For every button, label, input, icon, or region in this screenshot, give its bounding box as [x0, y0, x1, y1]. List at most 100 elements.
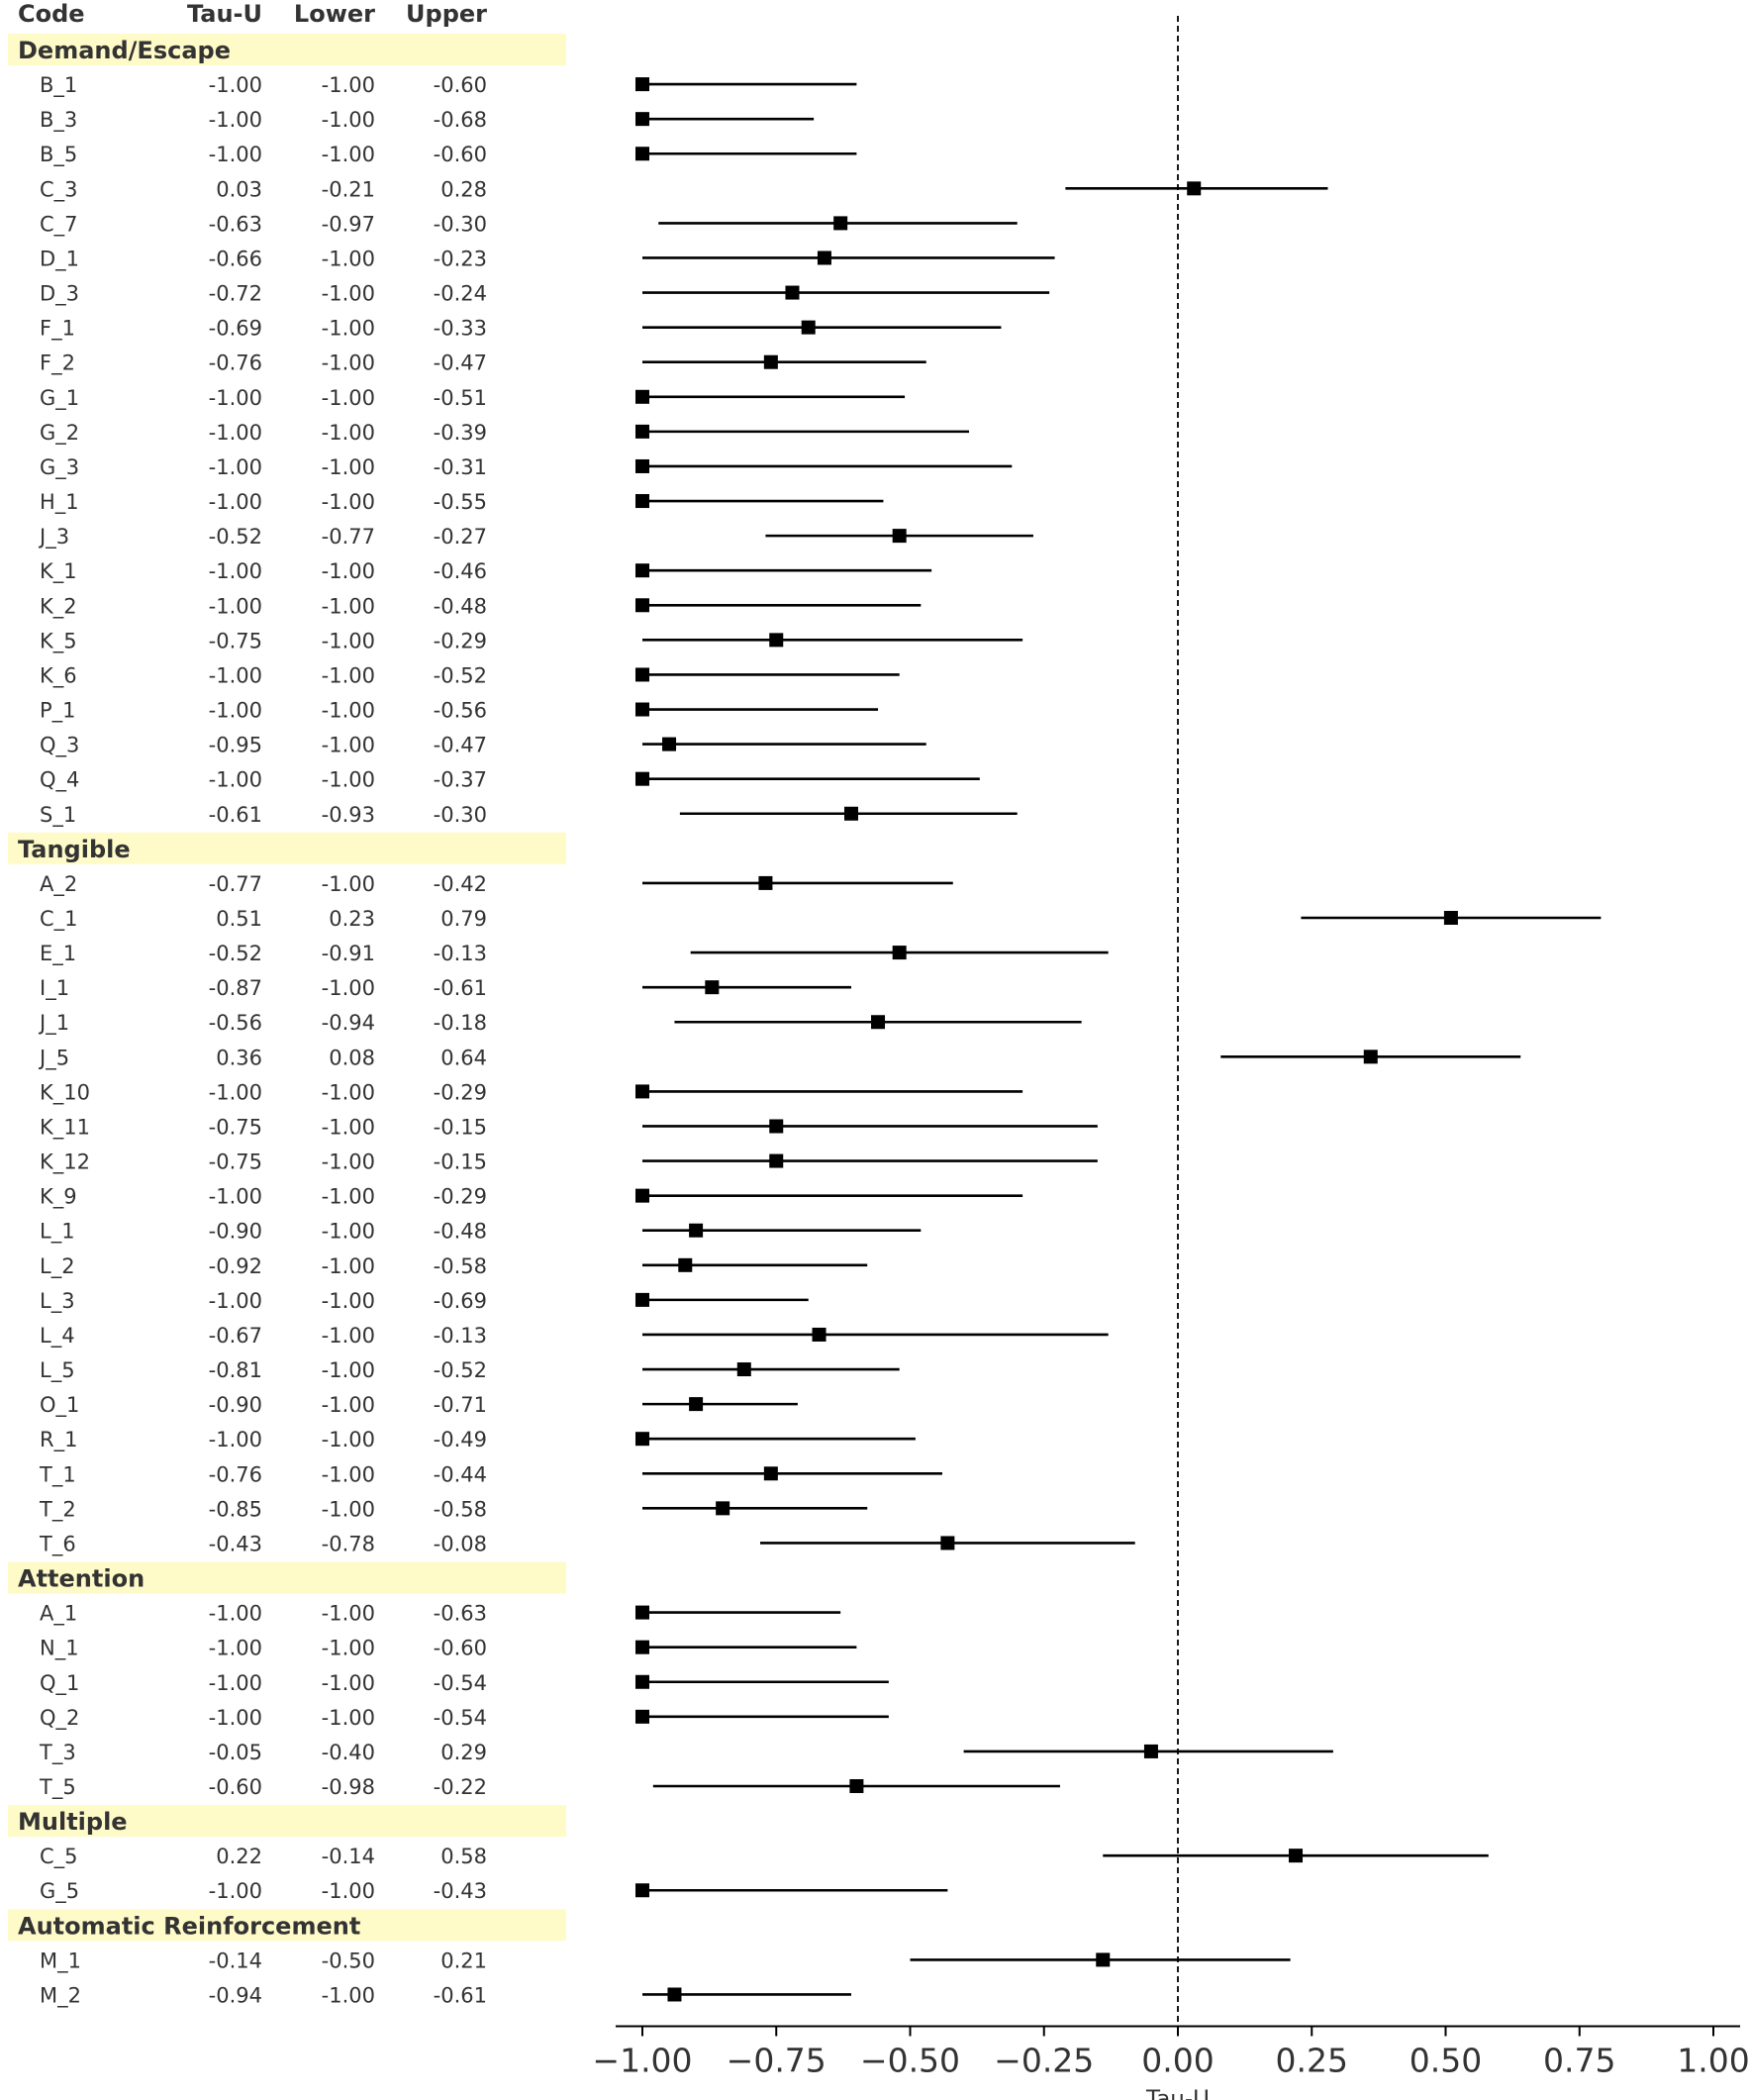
interval-marks [635, 16, 1602, 2027]
row-lower: -1.00 [322, 1602, 375, 1626]
row-tau-u: -0.05 [209, 1741, 262, 1764]
x-tick-label: −0.25 [994, 2041, 1094, 2079]
point-marker [763, 1466, 778, 1481]
row-upper: 0.58 [440, 1845, 487, 1868]
point-marker [635, 1292, 649, 1307]
row-tau-u: -1.00 [209, 1706, 262, 1730]
point-marker [635, 112, 649, 127]
row-tau-u: -0.90 [209, 1220, 262, 1244]
row-upper: -0.29 [434, 1185, 487, 1209]
group-highlight [8, 832, 566, 864]
row-lower: -1.00 [322, 1150, 375, 1174]
row-code: C_5 [40, 1845, 78, 1869]
point-marker [785, 285, 800, 300]
row-upper: -0.29 [434, 1080, 487, 1104]
row-lower: -1.00 [322, 1671, 375, 1695]
row-lower: -1.00 [322, 699, 375, 723]
row-lower: -1.00 [322, 1428, 375, 1451]
point-marker [843, 806, 858, 821]
point-marker [801, 320, 816, 335]
point-marker [635, 1188, 649, 1203]
row-tau-u: -0.72 [209, 282, 262, 306]
header-tau-u: Tau-U [187, 0, 262, 28]
row-upper: -0.30 [434, 212, 487, 236]
row-lower: -1.00 [322, 1637, 375, 1660]
row-tau-u: -0.94 [209, 1983, 262, 2007]
row-tau-u: -0.52 [209, 525, 262, 549]
point-marker [1443, 911, 1458, 925]
point-marker [635, 598, 649, 613]
row-upper: -0.31 [434, 455, 487, 479]
row-tau-u: -0.66 [209, 247, 262, 270]
point-marker [635, 771, 649, 786]
row-upper: 0.29 [440, 1741, 487, 1764]
row-code: K_12 [40, 1150, 90, 1175]
row-tau-u: -0.75 [209, 629, 262, 652]
x-axis: −1.00 −0.75 −0.50 −0.25 0.00 0.25 0.50 0.75 1.00… [592, 2025, 1750, 2100]
row-code: K_9 [40, 1185, 77, 1210]
row-upper: -0.42 [434, 872, 487, 896]
row-code: M_2 [40, 1983, 81, 2008]
row-tau-u: -1.00 [209, 386, 262, 410]
row-upper: -0.43 [434, 1879, 487, 1903]
row-tau-u: -0.75 [209, 1150, 262, 1174]
row-tau-u: -1.00 [209, 699, 262, 723]
row-code: T_3 [39, 1741, 76, 1765]
row-tau-u: -1.00 [209, 1637, 262, 1660]
row-code: I_1 [40, 976, 69, 1001]
point-marker [758, 875, 773, 890]
point-marker [1143, 1744, 1158, 1758]
row-tau-u: 0.36 [216, 1046, 262, 1069]
point-marker [635, 667, 649, 682]
row-upper: -0.22 [434, 1775, 487, 1799]
row-code: D_1 [40, 247, 79, 271]
row-tau-u: -1.00 [209, 768, 262, 792]
row-lower: -1.00 [322, 1358, 375, 1382]
row-code: M_1 [40, 1949, 81, 1973]
row-upper: -0.68 [434, 108, 487, 132]
row-code: K_11 [40, 1115, 90, 1140]
row-tau-u: -1.00 [209, 1879, 262, 1903]
row-lower: -1.00 [322, 247, 375, 270]
row-upper: 0.28 [440, 177, 487, 201]
point-marker [871, 1015, 886, 1030]
point-marker [705, 980, 720, 995]
row-lower: -1.00 [322, 1185, 375, 1209]
x-tick-label: −0.50 [860, 2041, 960, 2079]
header-code: Code [18, 0, 85, 28]
row-code: B_5 [40, 143, 77, 167]
row-code: J_1 [38, 1011, 69, 1036]
point-marker [635, 563, 649, 578]
row-upper: -0.48 [434, 594, 487, 618]
row-lower: -0.14 [322, 1845, 375, 1868]
point-marker [635, 77, 649, 92]
row-code: O_1 [40, 1393, 79, 1418]
row-upper: -0.39 [434, 421, 487, 445]
row-lower: -1.00 [322, 282, 375, 306]
row-tau-u: -0.87 [209, 976, 262, 1000]
row-lower: -0.98 [322, 1775, 375, 1799]
row-code: Q_1 [40, 1671, 79, 1696]
point-marker [763, 354, 778, 369]
row-upper: -0.27 [434, 525, 487, 549]
point-marker [769, 1153, 784, 1168]
row-tau-u: -0.77 [209, 872, 262, 896]
row-code: T_5 [39, 1775, 76, 1800]
row-upper: 0.21 [440, 1949, 487, 1972]
row-lower: -1.00 [322, 317, 375, 341]
row-lower: -1.00 [322, 1462, 375, 1486]
row-lower: -0.40 [322, 1741, 375, 1764]
row-lower: -1.00 [322, 768, 375, 792]
row-code: C_7 [40, 212, 78, 237]
row-code: C_1 [40, 907, 78, 932]
row-tau-u: -0.52 [209, 942, 262, 965]
point-marker [1096, 1952, 1111, 1967]
row-tau-u: 0.03 [216, 177, 262, 201]
point-marker [635, 1674, 649, 1689]
x-tick-label: 0.00 [1141, 2041, 1214, 2079]
row-lower: -1.00 [322, 351, 375, 375]
point-marker [635, 389, 649, 404]
row-lower: -1.00 [322, 1393, 375, 1417]
row-upper: -0.15 [434, 1150, 487, 1174]
group-label: Automatic Reinforcement [18, 1912, 360, 1940]
